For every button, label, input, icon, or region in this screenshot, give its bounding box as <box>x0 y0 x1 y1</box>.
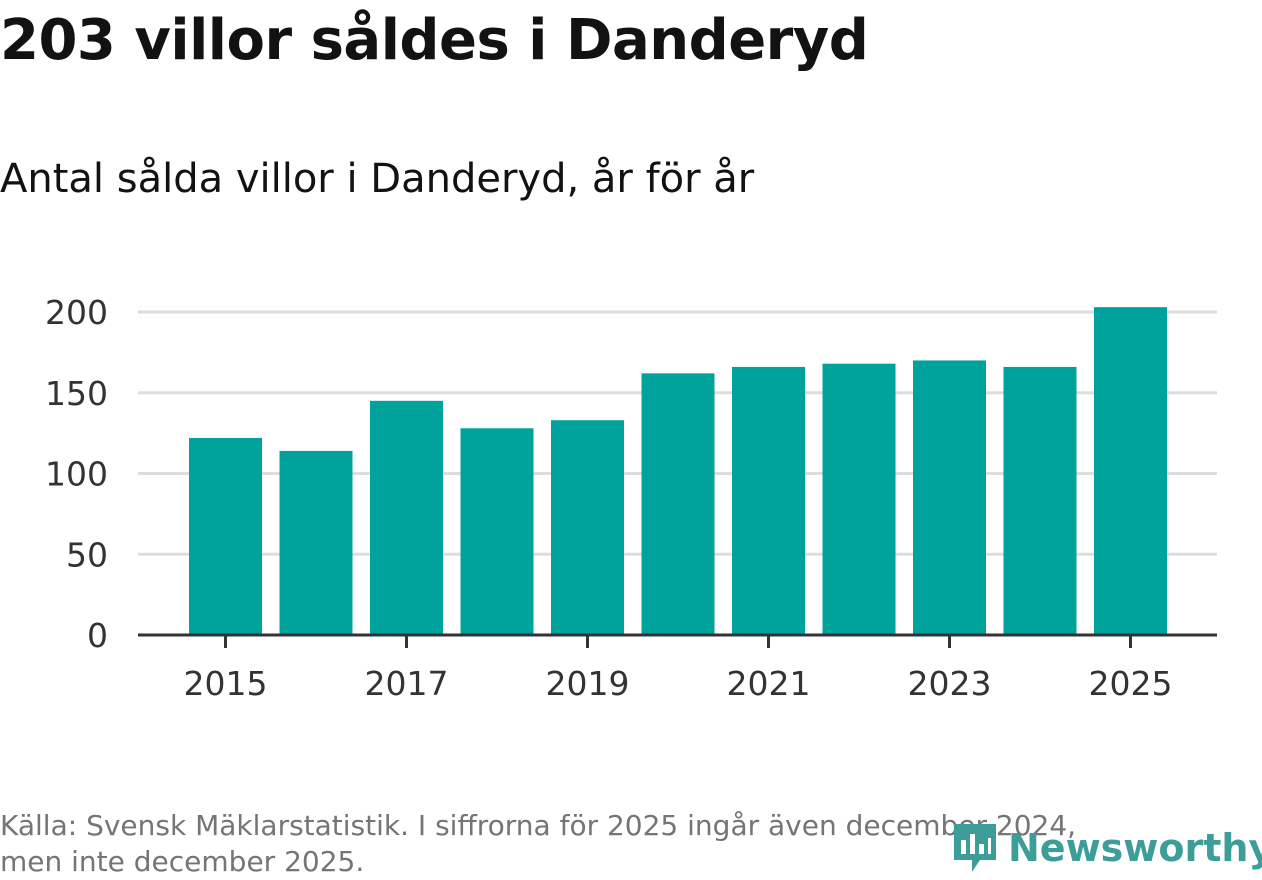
y-axis-ticks: 0 50 100 150 200 <box>45 293 108 655</box>
y-tick-label-0: 0 <box>87 616 108 655</box>
bar-2018 <box>460 428 534 635</box>
source-line-2: men inte december 2025. <box>0 845 365 878</box>
x-axis-ticks: 2015 2017 2019 2021 2023 2025 <box>184 635 1173 703</box>
bar-2021 <box>732 366 805 635</box>
newsworthy-logo[interactable]: Newsworthy <box>950 820 1262 876</box>
x-tick-label-2015: 2015 <box>184 664 268 703</box>
y-tick-label-150: 150 <box>45 374 108 413</box>
bar-2017 <box>370 400 443 635</box>
bar-2023 <box>913 360 986 635</box>
y-tick-label-200: 200 <box>45 293 108 332</box>
y-tick-label-50: 50 <box>66 535 108 574</box>
bar-2020 <box>641 373 715 635</box>
source-line-1: Källa: Svensk Mäklarstatistik. I siffror… <box>0 809 1077 842</box>
source-note: Källa: Svensk Mäklarstatistik. I siffror… <box>0 808 1200 880</box>
bar-2024 <box>1003 366 1077 635</box>
bar-2025 <box>1094 307 1167 635</box>
chart-subtitle: Antal sålda villor i Danderyd, år för år <box>0 156 755 202</box>
bar-2022 <box>822 363 896 635</box>
x-tick-label-2021: 2021 <box>727 664 811 703</box>
bar-2016 <box>279 450 353 635</box>
x-tick-label-2025: 2025 <box>1089 664 1173 703</box>
x-tick-label-2023: 2023 <box>908 664 992 703</box>
bar-2015 <box>189 437 262 635</box>
x-tick-label-2019: 2019 <box>546 664 630 703</box>
y-tick-label-100: 100 <box>45 455 108 494</box>
newsworthy-logo-icon <box>954 824 996 872</box>
logo-text: Newsworthy <box>1008 826 1262 870</box>
bar-2019 <box>551 420 624 635</box>
bars <box>189 307 1167 635</box>
x-tick-label-2017: 2017 <box>365 664 449 703</box>
chart-title: 203 villor såldes i Danderyd <box>0 8 869 73</box>
